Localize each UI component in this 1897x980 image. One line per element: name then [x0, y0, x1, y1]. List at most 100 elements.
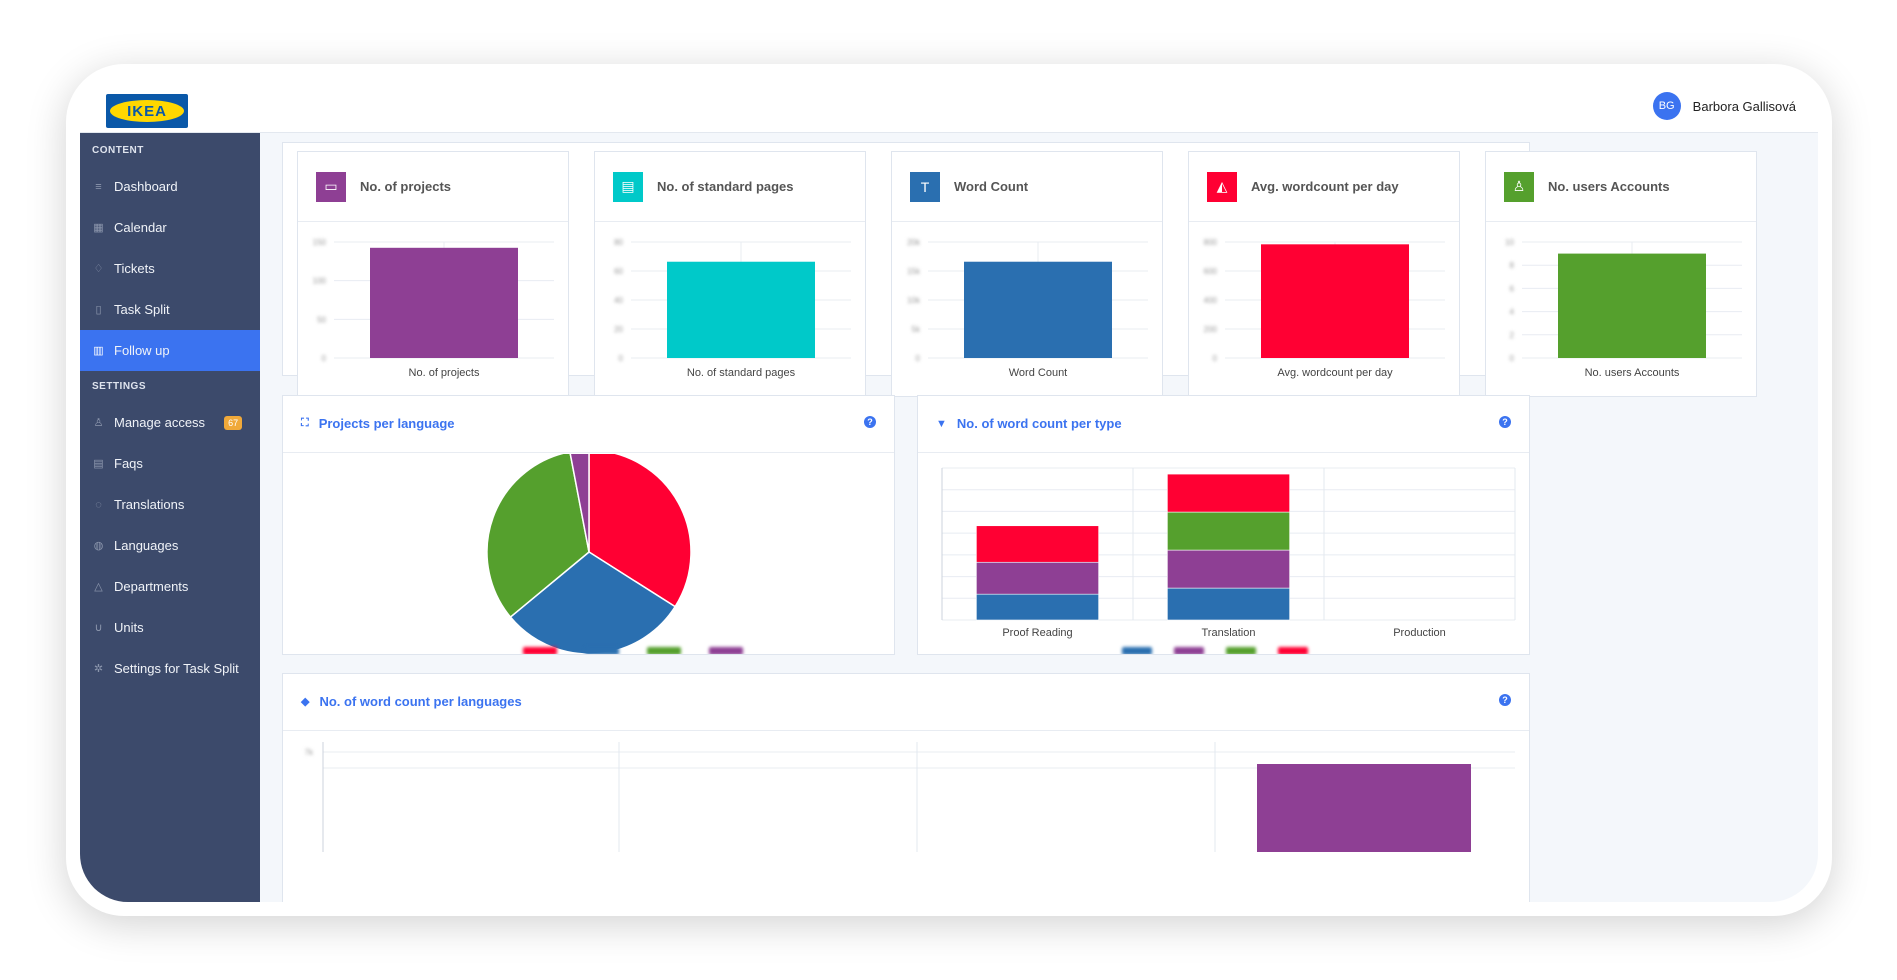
access-count-badge: 67 — [224, 415, 243, 430]
user-icon: ♙ — [93, 417, 104, 429]
y-tick-label: 100 — [313, 277, 327, 286]
user-icon: ♙ — [1504, 171, 1534, 202]
y-tick-label: 5k — [912, 325, 921, 334]
language-bar[interactable] — [1257, 764, 1471, 852]
sidebar-item-label: Languages — [114, 538, 179, 553]
legend-swatch[interactable] — [1174, 647, 1204, 654]
sidebar-item-label: Translations — [114, 497, 185, 512]
sidebar-item-label: Manage access — [114, 415, 206, 430]
y-tick-label: 0 — [916, 354, 921, 363]
y-tick-label: 2 — [1510, 331, 1515, 340]
sidebar-item-departments[interactable]: △ Departments — [80, 566, 260, 607]
stacked-bar-segment[interactable] — [1167, 473, 1290, 513]
sidebar-item-label: Follow up — [114, 343, 170, 358]
stat-card-header: T Word Count — [892, 152, 1162, 222]
user-menu[interactable]: BG Barbora Gallisová — [1652, 92, 1796, 120]
text-icon: T — [910, 171, 940, 202]
app: IKEA BG Barbora Gallisová CONTENT ≡ Dashb… — [80, 78, 1818, 902]
stacked-bar-segment[interactable] — [1167, 549, 1290, 589]
y-tick-label: 0 — [1213, 354, 1218, 363]
stat-bar[interactable] — [1261, 244, 1409, 358]
stacked-bar-segment[interactable] — [976, 525, 1099, 563]
stat-card-header: ▤ No. of standard pages — [595, 152, 865, 222]
card-divider — [283, 452, 894, 453]
projects-per-language-chart — [486, 454, 743, 654]
word-count-per-type-label: No. of word count per type — [956, 416, 1122, 431]
sidebar-item-dashboard[interactable]: ≡ Dashboard — [80, 166, 260, 207]
pie-slice[interactable] — [486, 454, 590, 619]
legend-swatch[interactable] — [647, 647, 681, 654]
legend-swatch[interactable] — [709, 647, 743, 654]
x-axis-label: No. users Accounts — [1585, 367, 1680, 379]
word-count-per-languages-card: ◆ No. of word count per languages ? 7k — [282, 673, 1530, 902]
y-tick-label: 50 — [317, 315, 326, 324]
stat-card: ♙ No. users Accounts 10 8 6 4 2 0 No. users Acc… — [1485, 151, 1757, 397]
bell-icon: △ — [94, 581, 103, 593]
pie-slice[interactable] — [588, 454, 692, 608]
stat-card: ◭ Avg. wordcount per day 800 600 400 200 0 Avg… — [1188, 151, 1460, 397]
projects-per-language-card: ⛶ Projects per language ? — [282, 395, 895, 655]
globe-icon: ◍ — [93, 540, 104, 552]
word-count-per-type-title: ▼ No. of word count per type — [936, 416, 1122, 431]
sidebar-item-calendar[interactable]: ▦ Calendar — [80, 207, 260, 248]
legend-swatch[interactable] — [1226, 647, 1256, 654]
gears-icon: ✲ — [93, 663, 104, 675]
stat-card-header: ♙ No. users Accounts — [1486, 152, 1756, 222]
stat-bar-chart: 150 100 50 0 No. of projects — [313, 238, 554, 379]
funnel-icon: ▼ — [936, 417, 947, 430]
projects-per-language-label: Projects per language — [318, 416, 455, 431]
y-tick-label: 200 — [1204, 325, 1218, 334]
stat-card: ▭ No. of projects 150 100 50 0 No. of project… — [297, 151, 569, 397]
legend-swatch[interactable] — [1278, 647, 1308, 654]
sidebar-item-settings-for-task-split[interactable]: ✲ Settings for Task Split — [80, 648, 260, 689]
magnet-icon: ∪ — [94, 622, 103, 634]
area-chart-icon: ◭ — [1207, 171, 1237, 202]
help-icon[interactable]: ? — [1499, 694, 1511, 706]
user-name[interactable]: Barbora Gallisová — [1692, 98, 1796, 114]
stat-bar-chart: 80 60 40 20 0 No. of standard pages — [614, 238, 851, 379]
stat-card-title: Word Count — [954, 179, 1029, 194]
stat-bar[interactable] — [667, 261, 815, 358]
stat-bar[interactable] — [370, 247, 518, 358]
help-icon[interactable]: ? — [1499, 416, 1511, 428]
stat-bar-chart: 10 8 6 4 2 0 No. users Accounts — [1505, 238, 1742, 379]
y-tick-label: 7k — [305, 748, 314, 757]
stacked-bar-segment[interactable] — [1167, 587, 1290, 621]
x-axis-label: Word Count — [1009, 367, 1068, 379]
stat-card-title: No. users Accounts — [1548, 179, 1670, 194]
sidebar-item-manage-access[interactable]: ♙ Manage access 67 — [80, 402, 260, 443]
stat-bar[interactable] — [964, 261, 1112, 358]
sidebar-item-languages[interactable]: ◍ Languages — [80, 525, 260, 566]
help-icon[interactable]: ? — [864, 416, 876, 428]
sidebar-item-label: Calendar — [114, 220, 167, 235]
stacked-bar-segment[interactable] — [976, 593, 1099, 621]
sidebar-item-units[interactable]: ∪ Units — [80, 607, 260, 648]
lightbulb-icon: ♢ — [93, 263, 104, 275]
sidebar-item-tickets[interactable]: ♢ Tickets — [80, 248, 260, 289]
stat-bar-chart: 20k 15k 10k 5k 0 Word Count — [907, 238, 1148, 379]
brand-logo[interactable]: IKEA — [106, 94, 188, 128]
legend-swatch[interactable] — [585, 647, 619, 654]
sidebar-item-task-split[interactable]: ▯ Task Split — [80, 289, 260, 330]
y-tick-label: 400 — [1204, 296, 1218, 305]
stat-card: ▤ No. of standard pages 80 60 40 20 0 No. of s… — [594, 151, 866, 397]
stacked-bar-segment[interactable] — [976, 561, 1099, 595]
x-axis-label: Production — [1393, 627, 1446, 639]
legend-swatch[interactable] — [1122, 647, 1152, 654]
sidebar-item-label: Tickets — [114, 261, 155, 276]
x-axis-label: Translation — [1201, 627, 1255, 639]
avatar[interactable]: BG — [1652, 92, 1681, 120]
y-tick-label: 80 — [614, 238, 623, 247]
pie-slice[interactable] — [569, 454, 590, 553]
sidebar-item-faqs[interactable]: ▤ Faqs — [80, 443, 260, 484]
sidebar-item-follow-up[interactable]: ▥ Follow up — [80, 330, 260, 371]
legend-swatch[interactable] — [523, 647, 557, 654]
stat-bar[interactable] — [1558, 253, 1706, 358]
stacked-bar-segment[interactable] — [1167, 511, 1290, 551]
faq-icon: ▤ — [93, 458, 104, 470]
y-tick-label: 800 — [1204, 238, 1218, 247]
sidebar-item-translations[interactable]: ◌ Translations — [80, 484, 260, 525]
sidebar: CONTENT ≡ Dashboard ▦ Calendar ♢ Tickets ▯ Task… — [80, 133, 260, 902]
y-tick-label: 600 — [1204, 267, 1218, 276]
sidebar-item-label: Task Split — [114, 302, 170, 317]
